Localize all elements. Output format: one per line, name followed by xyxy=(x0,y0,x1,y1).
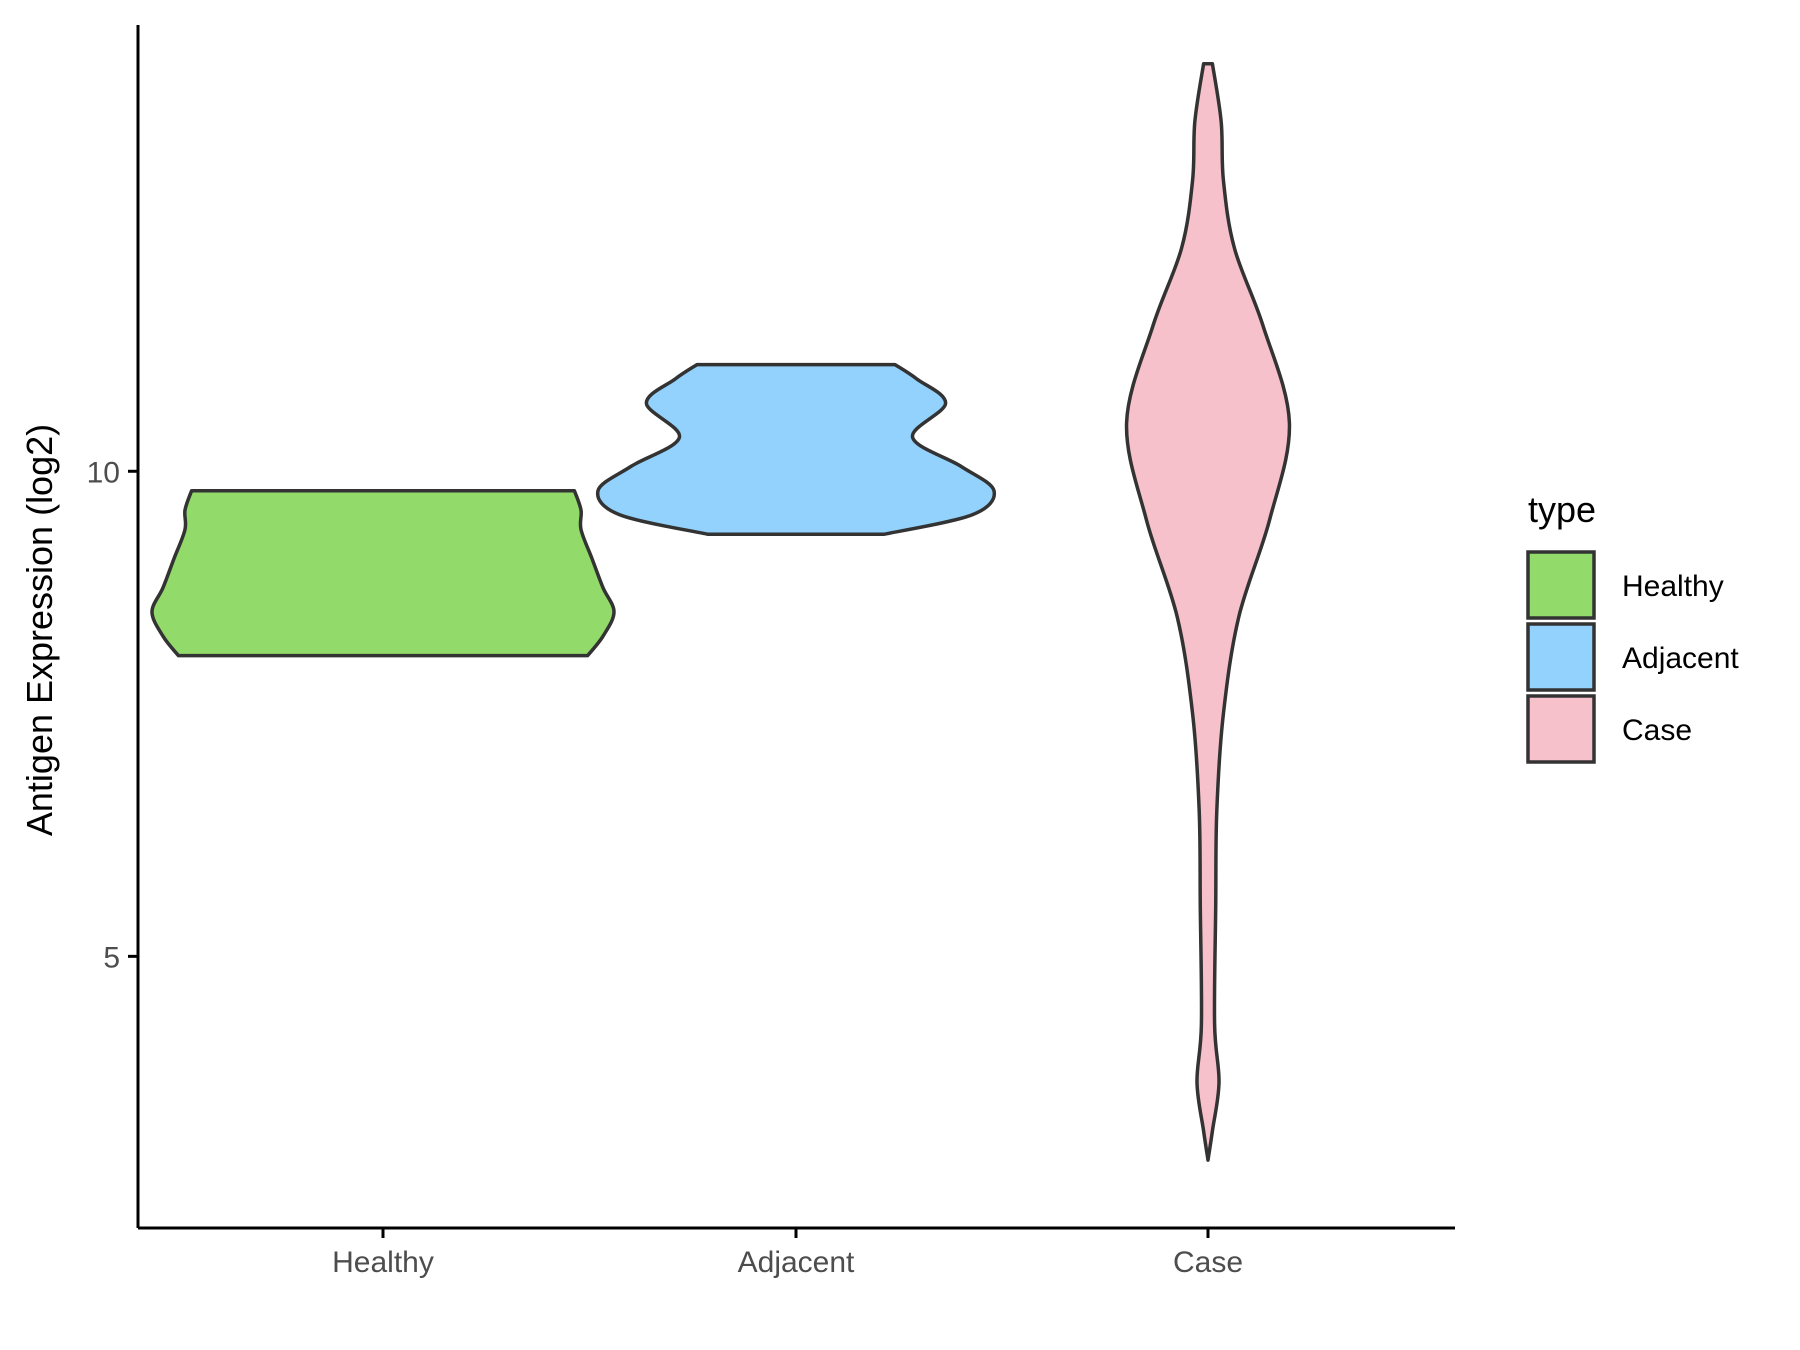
violin-layer xyxy=(150,62,1292,1162)
y-axis-title: Antigen Expression (log2) xyxy=(19,424,60,836)
violin-healthy xyxy=(150,488,616,658)
x-tick-label-healthy: Healthy xyxy=(332,1246,434,1279)
legend-title: type xyxy=(1528,489,1596,530)
violin-case xyxy=(1124,62,1292,1162)
x-tick-label-case: Case xyxy=(1173,1246,1243,1279)
legend-label-healthy: Healthy xyxy=(1622,570,1724,603)
legend-swatch-adjacent xyxy=(1526,622,1596,692)
x-tick-label-adjacent: Adjacent xyxy=(738,1246,855,1279)
legend-label-adjacent: Adjacent xyxy=(1622,642,1739,675)
legend-label-case: Case xyxy=(1622,714,1692,747)
legend-swatch-healthy xyxy=(1526,550,1596,620)
y-tick-label-5: 5 xyxy=(103,941,120,974)
axes-layer: 5 10 Healthy Adjacent Case xyxy=(87,25,1455,1279)
violin-adjacent xyxy=(595,362,997,537)
y-tick-label-10: 10 xyxy=(87,456,120,489)
legend-swatch-case xyxy=(1526,694,1596,764)
legend: type Healthy Adjacent Case xyxy=(1526,489,1739,764)
